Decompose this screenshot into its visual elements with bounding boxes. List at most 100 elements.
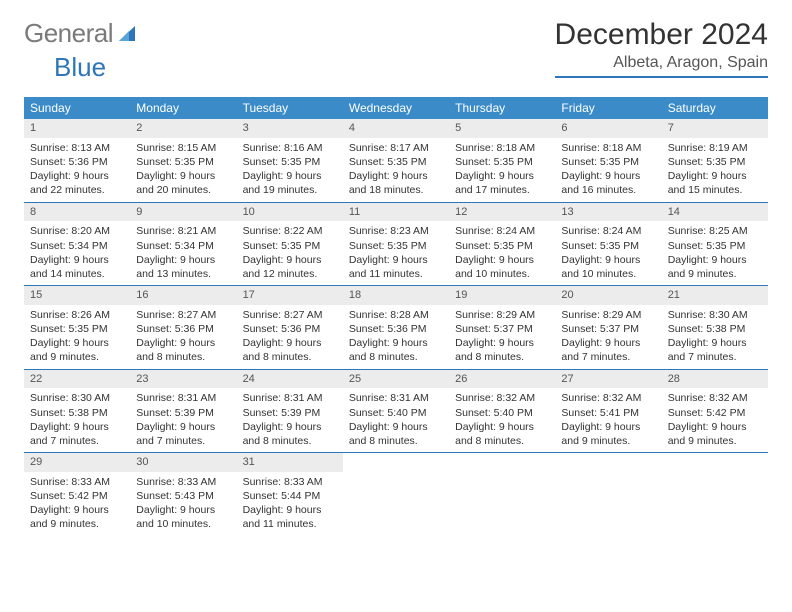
day-number: 4	[343, 119, 449, 138]
day-number: 1	[24, 119, 130, 138]
day-cell: 11Sunrise: 8:23 AMSunset: 5:35 PMDayligh…	[343, 203, 449, 286]
daylight-text: and 15 minutes.	[668, 183, 762, 197]
daylight-text: and 10 minutes.	[136, 517, 230, 531]
day-number: 2	[130, 119, 236, 138]
sunrise-text: Sunrise: 8:32 AM	[455, 391, 549, 405]
day-number: 7	[662, 119, 768, 138]
day-cell: 25Sunrise: 8:31 AMSunset: 5:40 PMDayligh…	[343, 370, 449, 453]
day-number: 21	[662, 286, 768, 305]
day-cell: 31Sunrise: 8:33 AMSunset: 5:44 PMDayligh…	[237, 453, 343, 536]
day-content: Sunrise: 8:29 AMSunset: 5:37 PMDaylight:…	[555, 308, 661, 365]
day-content: Sunrise: 8:17 AMSunset: 5:35 PMDaylight:…	[343, 141, 449, 198]
sunrise-text: Sunrise: 8:30 AM	[30, 391, 124, 405]
sunset-text: Sunset: 5:35 PM	[243, 155, 337, 169]
week-row: 8Sunrise: 8:20 AMSunset: 5:34 PMDaylight…	[24, 203, 768, 287]
week-row: 15Sunrise: 8:26 AMSunset: 5:35 PMDayligh…	[24, 286, 768, 370]
daylight-text: and 22 minutes.	[30, 183, 124, 197]
sunrise-text: Sunrise: 8:22 AM	[243, 224, 337, 238]
daylight-text: Daylight: 9 hours	[668, 336, 762, 350]
weekday-header: Saturday	[662, 97, 768, 119]
day-cell: 23Sunrise: 8:31 AMSunset: 5:39 PMDayligh…	[130, 370, 236, 453]
sunrise-text: Sunrise: 8:32 AM	[668, 391, 762, 405]
daylight-text: and 18 minutes.	[349, 183, 443, 197]
sunset-text: Sunset: 5:36 PM	[243, 322, 337, 336]
day-content: Sunrise: 8:13 AMSunset: 5:36 PMDaylight:…	[24, 141, 130, 198]
daylight-text: and 11 minutes.	[349, 267, 443, 281]
daylight-text: Daylight: 9 hours	[30, 420, 124, 434]
daylight-text: Daylight: 9 hours	[243, 253, 337, 267]
weekday-header: Wednesday	[343, 97, 449, 119]
weeks-container: 1 Sunrise: 8:13 AMSunset: 5:36 PMDaylight…	[24, 119, 768, 536]
day-content: Sunrise: 8:30 AMSunset: 5:38 PMDaylight:…	[662, 308, 768, 365]
weekday-header-row: SundayMondayTuesdayWednesdayThursdayFrid…	[24, 97, 768, 119]
sunrise-text: Sunrise: 8:23 AM	[349, 224, 443, 238]
sunrise-text: Sunrise: 8:28 AM	[349, 308, 443, 322]
day-content: Sunrise: 8:33 AMSunset: 5:44 PMDaylight:…	[237, 475, 343, 532]
sunrise-text: Sunrise: 8:24 AM	[455, 224, 549, 238]
day-cell: 6Sunrise: 8:18 AMSunset: 5:35 PMDaylight…	[555, 119, 661, 202]
calendar-grid: SundayMondayTuesdayWednesdayThursdayFrid…	[24, 97, 768, 536]
daylight-text: and 8 minutes.	[243, 434, 337, 448]
day-number: 27	[555, 370, 661, 389]
daylight-text: Daylight: 9 hours	[243, 420, 337, 434]
sunrise-text: Sunrise: 8:27 AM	[243, 308, 337, 322]
sunrise-text: Sunrise: 8:26 AM	[30, 308, 124, 322]
day-number: 8	[24, 203, 130, 222]
day-cell: 17Sunrise: 8:27 AMSunset: 5:36 PMDayligh…	[237, 286, 343, 369]
sunrise-text: Sunrise: 8:18 AM	[561, 141, 655, 155]
daylight-text: and 8 minutes.	[349, 434, 443, 448]
day-number: 22	[24, 370, 130, 389]
day-cell: 3Sunrise: 8:16 AMSunset: 5:35 PMDaylight…	[237, 119, 343, 202]
logo-text-1: General	[24, 18, 113, 49]
day-content: Sunrise: 8:32 AMSunset: 5:41 PMDaylight:…	[555, 391, 661, 448]
day-number: 30	[130, 453, 236, 472]
daylight-text: Daylight: 9 hours	[136, 420, 230, 434]
day-content: Sunrise: 8:24 AMSunset: 5:35 PMDaylight:…	[555, 224, 661, 281]
day-content: Sunrise: 8:15 AMSunset: 5:35 PMDaylight:…	[130, 141, 236, 198]
sunrise-text: Sunrise: 8:31 AM	[136, 391, 230, 405]
day-cell: 19Sunrise: 8:29 AMSunset: 5:37 PMDayligh…	[449, 286, 555, 369]
logo-text-2: Blue	[54, 52, 106, 82]
day-number: 9	[130, 203, 236, 222]
day-cell: 21 Sunrise: 8:30 AMSunset: 5:38 PMDayligh…	[662, 286, 768, 369]
day-cell: 12Sunrise: 8:24 AMSunset: 5:35 PMDayligh…	[449, 203, 555, 286]
day-number: 26	[449, 370, 555, 389]
logo: General	[24, 18, 141, 49]
day-content: Sunrise: 8:32 AMSunset: 5:42 PMDaylight:…	[662, 391, 768, 448]
daylight-text: and 7 minutes.	[30, 434, 124, 448]
day-cell: 20 Sunrise: 8:29 AMSunset: 5:37 PMDayligh…	[555, 286, 661, 369]
daylight-text: and 8 minutes.	[455, 434, 549, 448]
sunrise-text: Sunrise: 8:19 AM	[668, 141, 762, 155]
day-content: Sunrise: 8:27 AMSunset: 5:36 PMDaylight:…	[237, 308, 343, 365]
day-content: Sunrise: 8:33 AMSunset: 5:42 PMDaylight:…	[24, 475, 130, 532]
daylight-text: and 9 minutes.	[668, 434, 762, 448]
day-content: Sunrise: 8:24 AMSunset: 5:35 PMDaylight:…	[449, 224, 555, 281]
sunset-text: Sunset: 5:35 PM	[668, 239, 762, 253]
day-cell: 10Sunrise: 8:22 AMSunset: 5:35 PMDayligh…	[237, 203, 343, 286]
day-cell: 13Sunrise: 8:24 AMSunset: 5:35 PMDayligh…	[555, 203, 661, 286]
day-number: 16	[130, 286, 236, 305]
day-cell: 24Sunrise: 8:31 AMSunset: 5:39 PMDayligh…	[237, 370, 343, 453]
daylight-text: Daylight: 9 hours	[136, 336, 230, 350]
daylight-text: and 10 minutes.	[455, 267, 549, 281]
sunrise-text: Sunrise: 8:16 AM	[243, 141, 337, 155]
day-cell: 8Sunrise: 8:20 AMSunset: 5:34 PMDaylight…	[24, 203, 130, 286]
weekday-header: Tuesday	[237, 97, 343, 119]
daylight-text: Daylight: 9 hours	[455, 336, 549, 350]
daylight-text: Daylight: 9 hours	[561, 420, 655, 434]
daylight-text: Daylight: 9 hours	[455, 253, 549, 267]
day-content: Sunrise: 8:32 AMSunset: 5:40 PMDaylight:…	[449, 391, 555, 448]
sunrise-text: Sunrise: 8:27 AM	[136, 308, 230, 322]
daylight-text: Daylight: 9 hours	[668, 420, 762, 434]
sunset-text: Sunset: 5:34 PM	[30, 239, 124, 253]
weekday-header: Friday	[555, 97, 661, 119]
day-content: Sunrise: 8:31 AMSunset: 5:40 PMDaylight:…	[343, 391, 449, 448]
day-cell: 4 Sunrise: 8:17 AMSunset: 5:35 PMDaylight…	[343, 119, 449, 202]
day-number: 20	[555, 286, 661, 305]
sunset-text: Sunset: 5:39 PM	[243, 406, 337, 420]
day-content: Sunrise: 8:18 AMSunset: 5:35 PMDaylight:…	[449, 141, 555, 198]
day-cell: 22Sunrise: 8:30 AMSunset: 5:38 PMDayligh…	[24, 370, 130, 453]
sunset-text: Sunset: 5:36 PM	[136, 322, 230, 336]
day-content: Sunrise: 8:21 AMSunset: 5:34 PMDaylight:…	[130, 224, 236, 281]
day-cell: 15Sunrise: 8:26 AMSunset: 5:35 PMDayligh…	[24, 286, 130, 369]
